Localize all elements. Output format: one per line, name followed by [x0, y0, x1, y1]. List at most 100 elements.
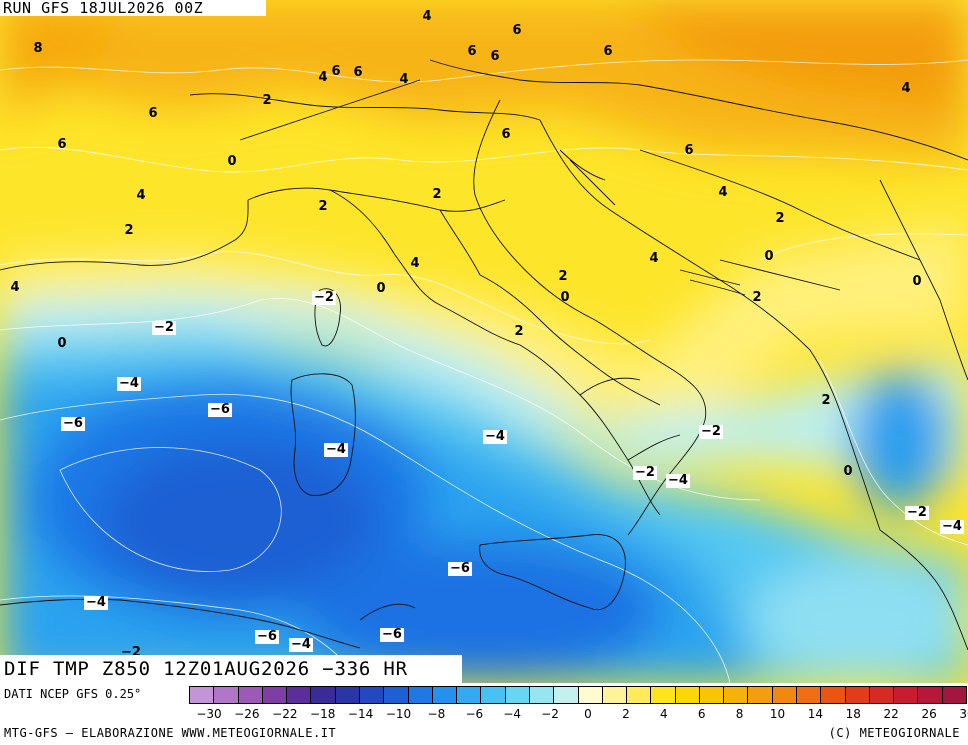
legend-panel: DATI NCEP GFS 0.25° −30 −26 −22 −18 −14 −10 −8… — [0, 683, 968, 745]
color-scale-cell — [724, 687, 749, 703]
color-scale-cell — [918, 687, 943, 703]
color-scale-cell — [214, 687, 239, 703]
color-scale-tick-label: −26 — [234, 707, 260, 721]
contour-label: 0 — [57, 336, 67, 351]
color-scale-cell — [627, 687, 652, 703]
contour-label: −2 — [633, 465, 657, 480]
color-scale-cell — [262, 687, 288, 703]
color-scale-cell — [408, 687, 433, 703]
contour-label: 6 — [57, 137, 67, 152]
contour-label: 2 — [821, 393, 831, 408]
contour-label: 6 — [512, 23, 522, 38]
color-scale-cell — [797, 687, 822, 703]
color-scale-cell — [432, 687, 458, 703]
color-scale-cell — [845, 687, 870, 703]
color-scale-tick-label: 0 — [584, 707, 592, 721]
contour-label: 8 — [33, 41, 43, 56]
contour-label: −4 — [84, 595, 108, 610]
color-scale-cell — [384, 687, 409, 703]
contour-label: 2 — [262, 93, 272, 108]
contour-label: 0 — [764, 249, 774, 264]
contour-label: 4 — [649, 251, 659, 266]
contour-label: 2 — [514, 324, 524, 339]
temperature-anomaly-map: 8 6 6 4 2 0 2 4 4 6 6 4 6 6 6 6 4 6 6 4 4 2 2 4 4 2 0 0 2 0 2 2 0 −2 −2 0 −4… — [0, 0, 968, 683]
color-scale-cell — [578, 687, 603, 703]
contour-label: 4 — [718, 185, 728, 200]
contour-label: −6 — [61, 416, 85, 431]
contour-label: −6 — [208, 402, 232, 417]
color-scale-tick-label: 26 — [921, 707, 937, 721]
contour-label: −4 — [117, 376, 141, 391]
contour-label: 6 — [331, 64, 341, 79]
color-scale-tick-label: −2 — [541, 707, 559, 721]
color-scale-cell — [651, 687, 676, 703]
color-scale-tick-label: 10 — [769, 707, 786, 721]
color-scale-cell — [529, 687, 555, 703]
color-scale-tick-label: −30 — [196, 707, 222, 721]
color-scale-tick-label: −8 — [427, 707, 446, 721]
contour-label: 6 — [501, 127, 511, 142]
contour-label: −2 — [699, 424, 723, 439]
contour-label: 4 — [10, 280, 20, 295]
run-label: RUN GFS 18JUL2026 00Z — [0, 0, 266, 16]
contour-label: −2 — [905, 505, 929, 520]
color-scale-tick-label: 6 — [697, 707, 706, 721]
contour-label: 0 — [560, 290, 570, 305]
color-scale-cell — [675, 687, 700, 703]
contour-label: 4 — [410, 256, 420, 271]
contour-label: 0 — [843, 464, 853, 479]
color-scale-cell — [238, 687, 263, 703]
source-label: DATI NCEP GFS 0.25° — [4, 687, 142, 701]
color-scale-tick-label: −4 — [503, 707, 522, 721]
contour-label: 2 — [775, 211, 785, 226]
contour-label: 4 — [399, 72, 409, 87]
color-scale-cell — [554, 687, 579, 703]
color-scale-cell — [287, 687, 312, 703]
color-scale-bar — [189, 686, 967, 704]
color-scale-cell — [821, 687, 846, 703]
color-scale-ticks: −30 −26 −22 −18 −14 −10 −8 −6 −4 −2 0 2 4 6 8 10 14 18 22 2… — [189, 707, 968, 723]
contour-label: 4 — [901, 81, 911, 96]
map-canvas — [0, 0, 968, 683]
contour-label: −2 — [152, 320, 176, 335]
color-scale-cell — [942, 687, 966, 703]
contour-label: 6 — [148, 106, 158, 121]
color-scale-cell — [335, 687, 360, 703]
color-scale-cell — [481, 687, 506, 703]
color-scale-tick-label: 14 — [807, 707, 824, 721]
contour-label: −4 — [666, 473, 690, 488]
contour-label: 0 — [376, 281, 386, 296]
color-scale-cell — [894, 687, 919, 703]
contour-label: −6 — [380, 627, 404, 642]
contour-label: 2 — [124, 223, 134, 238]
contour-label: 6 — [603, 44, 613, 59]
color-scale-cell — [190, 687, 215, 703]
color-scale-tick-label: −18 — [310, 707, 336, 721]
color-scale-cell — [505, 687, 530, 703]
color-scale-cell — [457, 687, 482, 703]
color-scale-cell — [359, 687, 385, 703]
contour-label: −6 — [448, 561, 472, 576]
contour-label: 2 — [558, 269, 568, 284]
color-scale-tick-label: −22 — [272, 707, 298, 721]
color-scale-cell — [772, 687, 798, 703]
contour-label: 0 — [227, 154, 237, 169]
contour-label: 6 — [684, 143, 694, 158]
color-scale-cell — [311, 687, 336, 703]
credit-left: MTG-GFS — ELABORAZIONE WWW.METEOGIORNALE… — [4, 726, 337, 740]
color-scale-tick-label: −14 — [347, 707, 374, 721]
contour-label: 6 — [467, 44, 477, 59]
color-scale-tick-label: −10 — [385, 707, 412, 721]
color-scale-tick-label: 22 — [883, 707, 899, 721]
variable-label: DIF TMP Z850 12Z01AUG2026 −336 HR — [0, 655, 462, 683]
credit-right: (C) METEOGIORNALE — [828, 726, 960, 740]
contour-label: 6 — [353, 65, 363, 80]
contour-label: 4 — [136, 188, 146, 203]
contour-label: 2 — [432, 187, 442, 202]
color-scale-cell — [748, 687, 773, 703]
contour-label: −6 — [255, 629, 279, 644]
contour-label: −2 — [312, 290, 336, 305]
contour-label: 2 — [752, 290, 762, 305]
color-scale-tick-label: 2 — [622, 707, 630, 721]
color-scale-tick-label: 4 — [659, 707, 668, 721]
